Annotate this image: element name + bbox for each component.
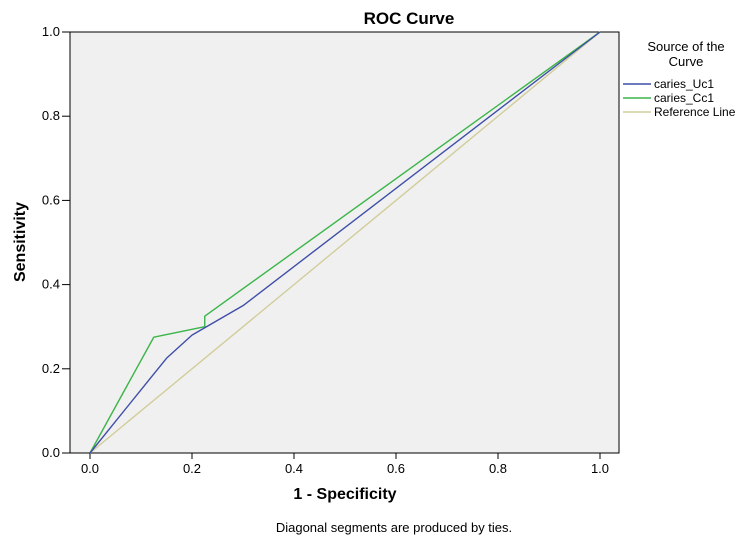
y-tick-label: 0.0 (42, 445, 60, 460)
y-tick-label: 0.4 (42, 277, 60, 292)
y-axis-title: Sensitivity (12, 202, 29, 282)
legend-label: caries_Cc1 (654, 91, 714, 105)
y-axis: 0.0 0.2 0.4 0.6 0.8 1.0 (42, 24, 70, 460)
legend-label: caries_Uc1 (654, 77, 714, 91)
legend-title-line-1: Source of the (647, 39, 724, 54)
x-axis-title: 1 - Specificity (293, 486, 396, 503)
y-tick-label: 1.0 (42, 24, 60, 39)
series-line-caries-cc1 (89, 31, 601, 454)
x-axis: 0.0 0.2 0.4 0.6 0.8 1.0 (81, 453, 609, 476)
series-layer (89, 31, 601, 454)
x-tick-label: 0.6 (387, 461, 405, 476)
series-line-caries-uc1 (89, 31, 601, 454)
x-tick-label: 0.4 (285, 461, 303, 476)
x-tick-label: 0.2 (183, 461, 201, 476)
series-line-reference-line (89, 31, 601, 454)
x-tick-label: 1.0 (591, 461, 609, 476)
chart-title: ROC Curve (364, 9, 455, 28)
legend: Source of the Curve caries_Uc1caries_Cc1… (623, 39, 736, 119)
y-tick-label: 0.8 (42, 108, 60, 123)
footnote: Diagonal segments are produced by ties. (276, 520, 512, 535)
legend-label: Reference Line (654, 105, 736, 119)
legend-title-line-2: Curve (669, 54, 704, 69)
x-tick-label: 0.8 (489, 461, 507, 476)
x-tick-label: 0.0 (81, 461, 99, 476)
y-tick-label: 0.2 (42, 361, 60, 376)
y-tick-label: 0.6 (42, 192, 60, 207)
